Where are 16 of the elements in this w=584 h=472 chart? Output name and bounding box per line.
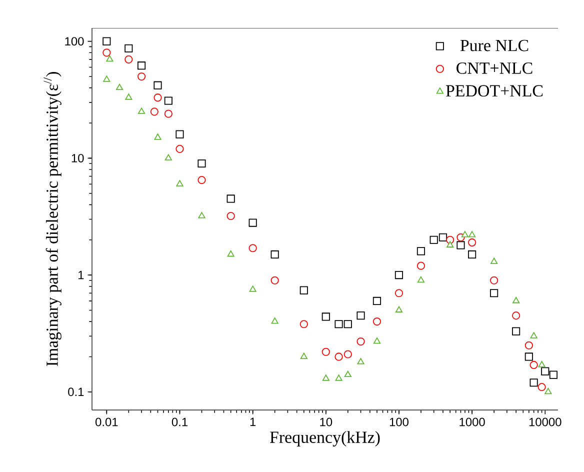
legend-label: CNT+NLC — [456, 62, 532, 74]
x-tick-label: 10000 — [529, 418, 562, 426]
legend-label: Pure NLC — [460, 40, 528, 52]
y-tick-label: 10 — [72, 154, 84, 162]
y-tick-label: 0.1 — [68, 388, 84, 396]
x-axis-title: Frequency(kHz) — [270, 431, 380, 446]
y-tick-label: 1 — [78, 270, 84, 280]
legend-label: PEDOT+NLC — [446, 85, 543, 97]
x-tick-label: 1000 — [460, 418, 485, 426]
x-tick-label: 100 — [390, 418, 408, 426]
y-tick-label: 100 — [65, 37, 84, 46]
x-tick-label: 0.01 — [96, 418, 118, 426]
x-tick-label: 1 — [250, 418, 256, 426]
x-tick-label: 0.1 — [172, 418, 188, 426]
y-axis-title: Imaginary part of dielectric permittivity(ε$^{//}$) — [44, 72, 62, 366]
x-tick-label: 10 — [320, 418, 332, 426]
